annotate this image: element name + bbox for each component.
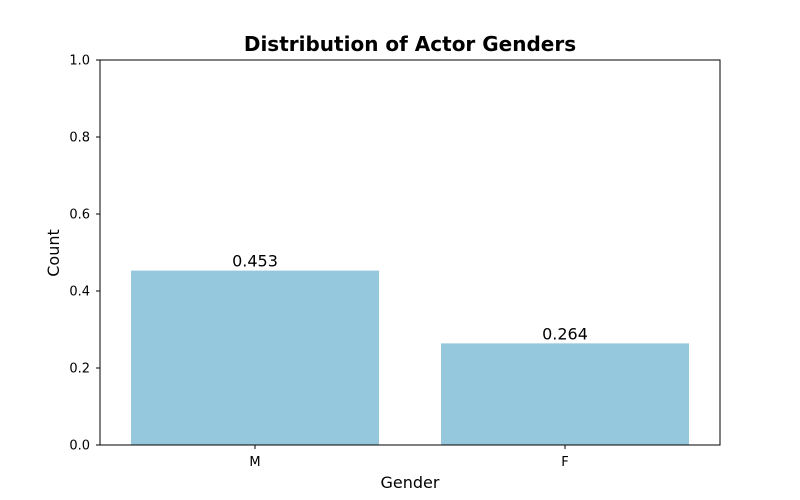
x-tick-label-f: F	[561, 455, 568, 470]
y-tick-label: 1.0	[69, 54, 90, 69]
y-tick-label: 0.0	[69, 439, 90, 454]
y-tick-label: 0.2	[69, 362, 90, 377]
plot-area-frame	[99, 59, 721, 446]
data-label-m: 0.453	[232, 252, 278, 271]
y-tick-label: 0.8	[69, 131, 90, 146]
x-axis-label: Gender	[381, 473, 440, 492]
data-labels-layer: 0.453 0.264	[232, 252, 588, 344]
y-tick-label: 0.4	[69, 285, 90, 300]
y-axis-label: Count	[44, 229, 63, 277]
bars-layer	[131, 270, 689, 445]
x-tick-label-m: M	[249, 455, 260, 470]
y-axis-ticks: 0.0 0.2 0.4 0.6 0.8 1.0	[69, 54, 100, 454]
bar-m	[131, 270, 379, 445]
chart-title: Distribution of Actor Genders	[244, 32, 576, 56]
bar-f	[441, 343, 689, 445]
y-tick-label: 0.6	[69, 208, 90, 223]
data-label-f: 0.264	[542, 324, 588, 343]
